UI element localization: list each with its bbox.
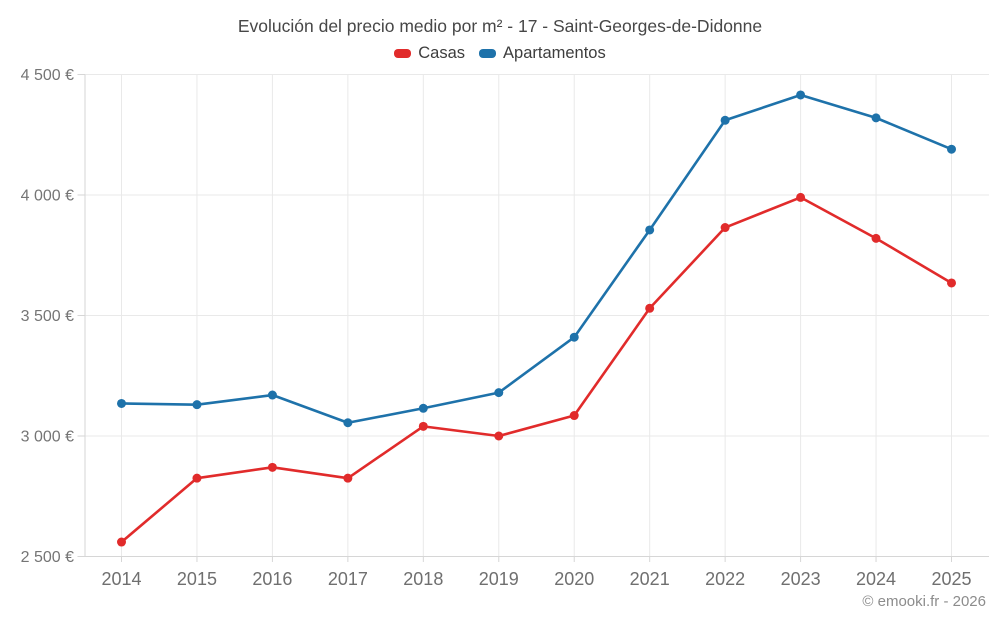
- series-apartamentos: [117, 90, 956, 428]
- series-line-casas: [120, 196, 953, 544]
- x-axis-labels: 2014 2015 2016 2017 2018 2019 2020 2021 2022 2023…: [101, 569, 971, 589]
- point-apartamentos-2017[interactable]: [343, 418, 353, 428]
- chart-title: Evolución del precio medio por m² - 17 -…: [237, 16, 763, 36]
- point-apartamentos-2021[interactable]: [645, 225, 655, 235]
- point-casas-2021[interactable]: [645, 303, 655, 313]
- x-axis-label-2025: 2025: [931, 569, 971, 589]
- y-axis-label-2500: 2 500 €: [21, 549, 74, 566]
- point-casas-2023[interactable]: [796, 192, 806, 202]
- point-apartamentos-2016[interactable]: [267, 390, 277, 400]
- point-casas-2020[interactable]: [569, 411, 579, 421]
- x-axis-label-2018: 2018: [403, 569, 443, 589]
- legend-label: Casas: [418, 44, 466, 62]
- legend-item-apartamentos[interactable]: Apartamentos: [479, 44, 606, 63]
- y-axis-label-4500: 4 500 €: [21, 67, 74, 84]
- x-axis-label-2014: 2014: [101, 569, 141, 589]
- legend-item-casas[interactable]: Casas: [394, 44, 465, 63]
- point-apartamentos-2025[interactable]: [947, 144, 956, 154]
- x-axis-label-2024: 2024: [856, 569, 896, 589]
- point-apartamentos-2023[interactable]: [796, 90, 806, 100]
- x-axis-label-2015: 2015: [177, 569, 217, 589]
- legend-swatch-casas: [394, 49, 412, 58]
- point-casas-2022[interactable]: [720, 223, 730, 233]
- x-axis-label-2023: 2023: [781, 569, 821, 589]
- point-apartamentos-2018[interactable]: [418, 403, 428, 413]
- y-axis-label-3000: 3 000 €: [21, 429, 74, 446]
- point-apartamentos-2014[interactable]: [117, 398, 126, 408]
- point-casas-2014[interactable]: [117, 537, 126, 547]
- point-apartamentos-2015[interactable]: [192, 400, 202, 410]
- legend-swatch-apartamentos: [479, 49, 497, 58]
- gridlines: [77, 74, 989, 562]
- point-casas-2025[interactable]: [947, 278, 956, 288]
- point-casas-2015[interactable]: [192, 473, 202, 483]
- y-axis-label-3500: 3 500 €: [21, 308, 74, 325]
- legend-label: Apartamentos: [503, 44, 606, 62]
- point-apartamentos-2019[interactable]: [494, 388, 504, 398]
- x-axis-label-2021: 2021: [630, 569, 670, 589]
- chart-legend: Casas Apartamentos: [0, 44, 1000, 63]
- x-axis-label-2020: 2020: [554, 569, 594, 589]
- point-apartamentos-2024[interactable]: [871, 113, 881, 123]
- series-casas: [117, 192, 956, 547]
- point-casas-2019[interactable]: [494, 431, 504, 441]
- x-axis-label-2019: 2019: [479, 569, 519, 589]
- point-casas-2016[interactable]: [267, 462, 277, 472]
- point-casas-2018[interactable]: [418, 421, 428, 431]
- y-axis-labels: 2 500 € 3 000 € 3 500 € 4 000 € 4 500 €: [21, 67, 74, 566]
- x-axis-label-2022: 2022: [705, 569, 745, 589]
- series-line-apartamentos: [120, 93, 953, 425]
- x-axis-label-2016: 2016: [252, 569, 292, 589]
- point-apartamentos-2022[interactable]: [720, 115, 730, 125]
- point-apartamentos-2020[interactable]: [569, 332, 579, 342]
- y-axis-label-4000: 4 000 €: [21, 188, 74, 205]
- copyright-footer: © emooki.fr - 2026: [862, 593, 986, 610]
- axes: [84, 74, 989, 557]
- point-casas-2017[interactable]: [343, 473, 353, 483]
- point-casas-2024[interactable]: [871, 233, 881, 243]
- x-axis-label-2017: 2017: [328, 569, 368, 589]
